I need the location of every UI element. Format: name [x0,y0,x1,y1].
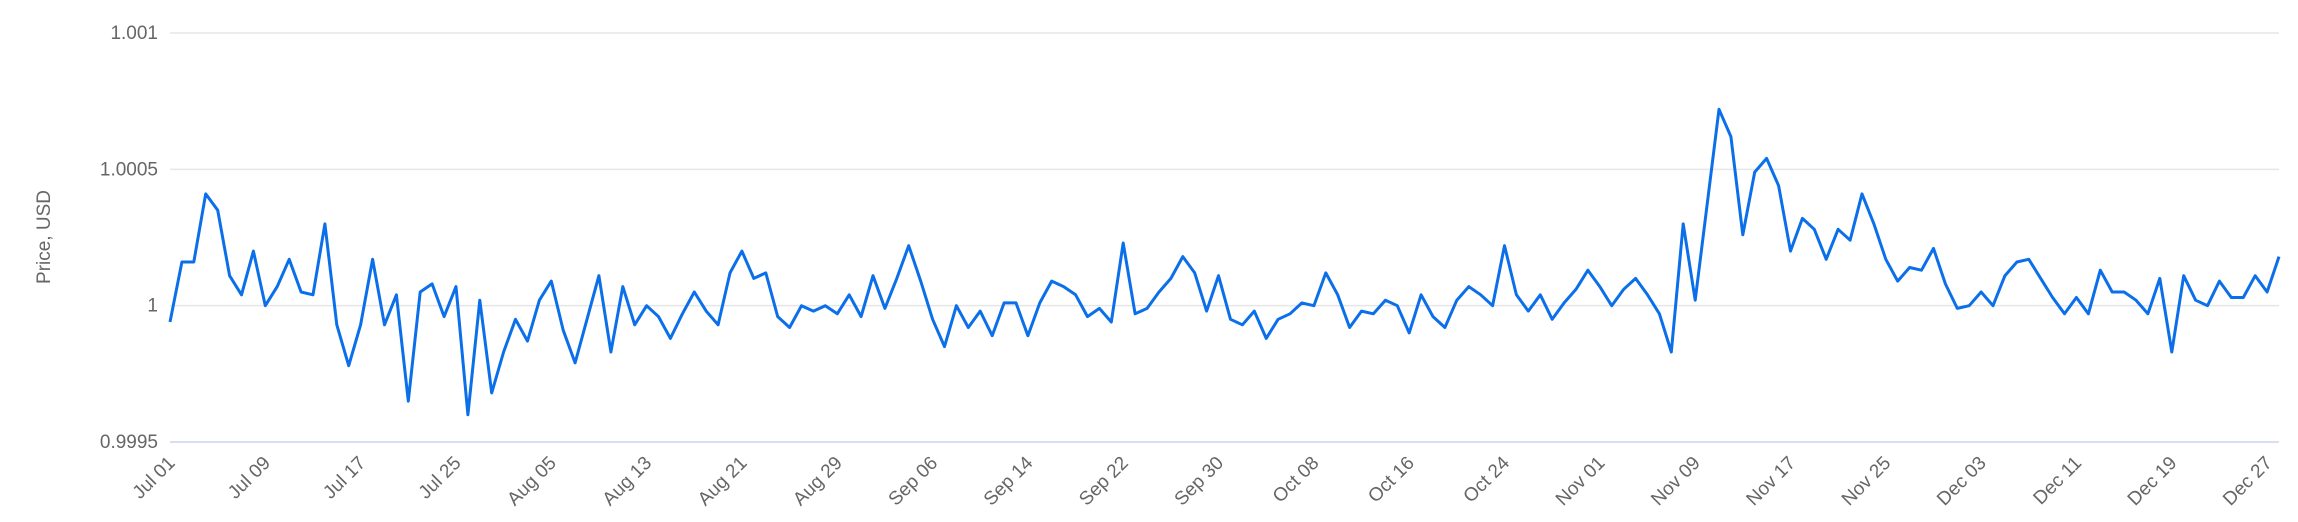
y-tick-label: 1.0005 [100,159,158,180]
x-tick-label: Dec 03 [1933,453,1990,510]
x-tick-label: Jul 17 [319,453,370,504]
x-tick-label: Jul 01 [129,453,180,504]
x-tick-label: Aug 05 [503,453,560,510]
x-tick-label: Nov 25 [1838,453,1895,510]
x-tick-label: Sep 22 [1075,453,1132,510]
x-tick-label: Aug 13 [599,453,656,510]
x-tick-label: Aug 29 [789,453,846,510]
x-tick-label: Dec 27 [2219,453,2276,510]
x-tick-label: Sep 30 [1171,453,1228,510]
x-tick-label: Oct 08 [1269,453,1323,507]
x-tick-label: Nov 17 [1743,453,1800,510]
x-tick-label: Dec 19 [2124,453,2181,510]
y-tick-label: 1.001 [110,23,158,44]
x-tick-label: Sep 14 [980,452,1038,510]
x-tick-label: Aug 21 [694,453,751,510]
x-tick-label: Jul 09 [224,453,275,504]
x-tick-label: Dec 11 [2030,453,2086,509]
x-tick-label: Oct 16 [1364,453,1418,507]
x-tick-label: Nov 01 [1552,453,1609,510]
price-line [168,107,2281,417]
x-tick-label: Nov 09 [1647,453,1704,510]
y-axis-label: Price, USD [34,190,55,284]
x-tick-label: Sep 06 [885,453,942,510]
x-tick-label: Jul 25 [415,453,466,504]
y-tick-label: 0.9995 [100,432,158,453]
y-tick-label: 1 [147,296,158,317]
x-tick-label: Oct 24 [1460,452,1515,507]
